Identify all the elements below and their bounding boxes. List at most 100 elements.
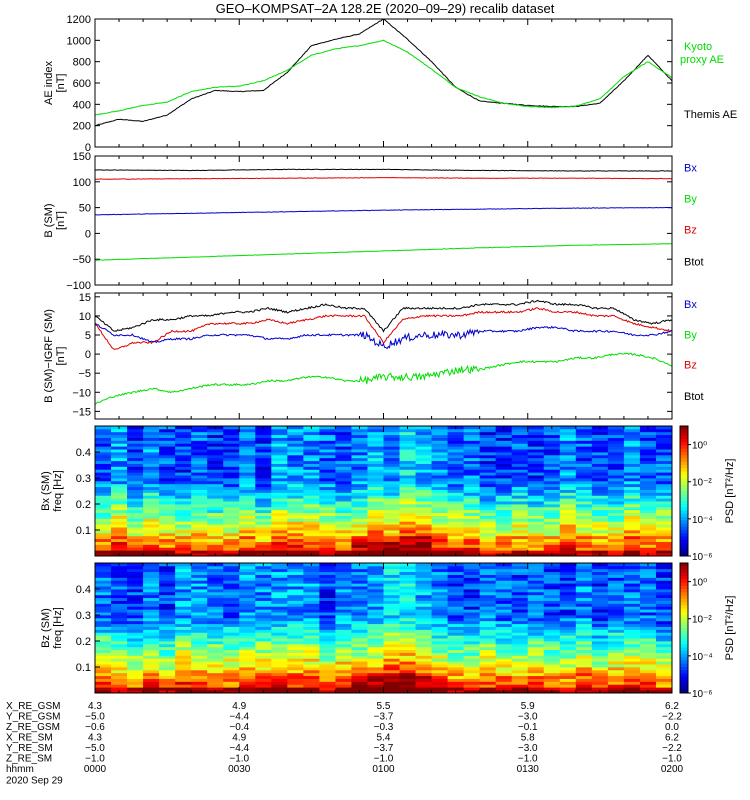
spectrogram-cell	[431, 501, 449, 505]
spectrogram-cell	[383, 532, 400, 537]
spectrogram-cell	[159, 632, 176, 636]
spectrogram-cell	[559, 541, 577, 545]
spectrogram-cell	[527, 594, 545, 599]
spectrogram-cell	[287, 612, 304, 616]
spectrogram-cell	[495, 586, 513, 590]
spectrogram-cell	[335, 486, 352, 490]
legend-entry: proxy AE	[680, 54, 724, 66]
spectrogram-cell	[591, 632, 609, 636]
spectrogram-cell	[287, 658, 304, 662]
spectrogram-cell	[271, 501, 288, 505]
spectrogram-cell	[255, 457, 272, 462]
spectrogram-cell	[239, 591, 256, 596]
spectrogram-cell	[383, 550, 400, 554]
spectrogram-cell	[287, 589, 304, 593]
spectrogram-cell	[431, 667, 449, 671]
spectrogram-cell	[111, 509, 128, 514]
spectrogram-cell	[639, 583, 657, 587]
spectrogram-cell	[655, 620, 673, 625]
spectrogram-cell	[511, 518, 529, 522]
spectrogram-cell	[175, 553, 192, 557]
spectrogram-cell	[495, 574, 513, 578]
spectrogram-cell	[463, 641, 481, 645]
colorbar-step	[680, 673, 688, 678]
spectrogram-cell	[271, 463, 288, 467]
spectrogram-cell	[95, 440, 112, 444]
spectrogram-cell	[191, 443, 208, 447]
spectrogram-cell	[239, 443, 256, 447]
spectrogram-cell	[431, 583, 449, 587]
spectrogram-cell	[111, 460, 128, 464]
spectrogram-cell	[511, 509, 529, 514]
spectrogram-cell	[607, 535, 625, 540]
spectrogram-cell	[191, 594, 208, 599]
spectrogram-cell	[351, 501, 368, 505]
spectrogram-cell	[207, 623, 224, 627]
spectrogram-cell	[559, 532, 577, 537]
spectrogram-cell	[655, 600, 673, 604]
spectrogram-cell	[303, 635, 320, 639]
y-tick-label: 0	[85, 228, 91, 240]
spectrogram-cell	[383, 574, 400, 578]
colorbar-step	[680, 576, 688, 580]
spectrogram-cell	[431, 672, 449, 677]
spectrogram-cell	[367, 483, 384, 488]
spectrogram-cell	[351, 661, 368, 665]
spectrogram-cell	[575, 626, 593, 630]
spectrogram-cell	[287, 594, 304, 599]
spectrogram-cell	[351, 580, 368, 584]
spectrogram-cell	[383, 632, 400, 636]
spectrogram-cell	[431, 437, 449, 441]
spectrogram-cell	[143, 512, 160, 516]
spectrogram-cell	[367, 550, 384, 554]
spectrogram-cell	[319, 472, 336, 476]
spectrogram-cell	[655, 612, 673, 616]
spectrogram-cell	[479, 591, 497, 596]
spectrogram-cell	[511, 538, 529, 542]
spectrogram-cell	[191, 547, 208, 551]
spectrogram-cell	[351, 486, 368, 490]
spectrogram-cell	[495, 506, 513, 511]
spectrogram-cell	[575, 544, 593, 548]
spectrogram-cell	[127, 478, 144, 482]
spectrogram-cell	[463, 538, 481, 542]
spectrogram-cell	[271, 615, 288, 619]
spectrogram-cell	[575, 443, 593, 447]
spectrogram-cell	[383, 541, 400, 545]
spectrogram-cell	[415, 547, 432, 551]
spectrogram-cell	[207, 504, 224, 508]
spectrogram-cell	[543, 583, 561, 587]
spectrogram-cell	[495, 530, 513, 534]
colorbar-step	[680, 552, 688, 557]
spectrogram-cell	[303, 495, 320, 499]
legend-entry: Themis AE	[684, 109, 737, 121]
spectrogram-cell	[127, 632, 144, 636]
spectrogram-cell	[159, 669, 176, 674]
spectrogram-cell	[639, 530, 657, 534]
spectrogram-cell	[383, 568, 400, 573]
spectrogram-cell	[399, 460, 416, 464]
spectrogram-cell	[655, 492, 673, 496]
spectrogram-cell	[191, 568, 208, 573]
spectrogram-cell	[143, 428, 160, 433]
spectrogram-cell	[367, 446, 384, 450]
spectrogram-cell	[127, 535, 144, 540]
spectrogram-cell	[191, 504, 208, 508]
spectrogram-cell	[399, 454, 416, 459]
spectrogram-cell	[415, 591, 432, 596]
spectrogram-cell	[351, 504, 368, 508]
spectrogram-cell	[159, 675, 176, 679]
spectrogram-cell	[655, 655, 673, 659]
spectrogram-cell	[95, 518, 112, 522]
spectrogram-cell	[95, 620, 112, 625]
spectrogram-cell	[111, 475, 128, 479]
colorbar-step	[680, 452, 688, 456]
spectrogram-cell	[319, 504, 336, 508]
spectrogram-cell	[447, 437, 465, 441]
spectrogram-cell	[95, 606, 112, 610]
spectrogram-cell	[95, 515, 112, 519]
spectrogram-cell	[351, 589, 368, 593]
spectrogram-cell	[255, 672, 272, 677]
y-tick-label: 0.1	[76, 662, 91, 674]
spectrogram-cell	[271, 426, 288, 430]
